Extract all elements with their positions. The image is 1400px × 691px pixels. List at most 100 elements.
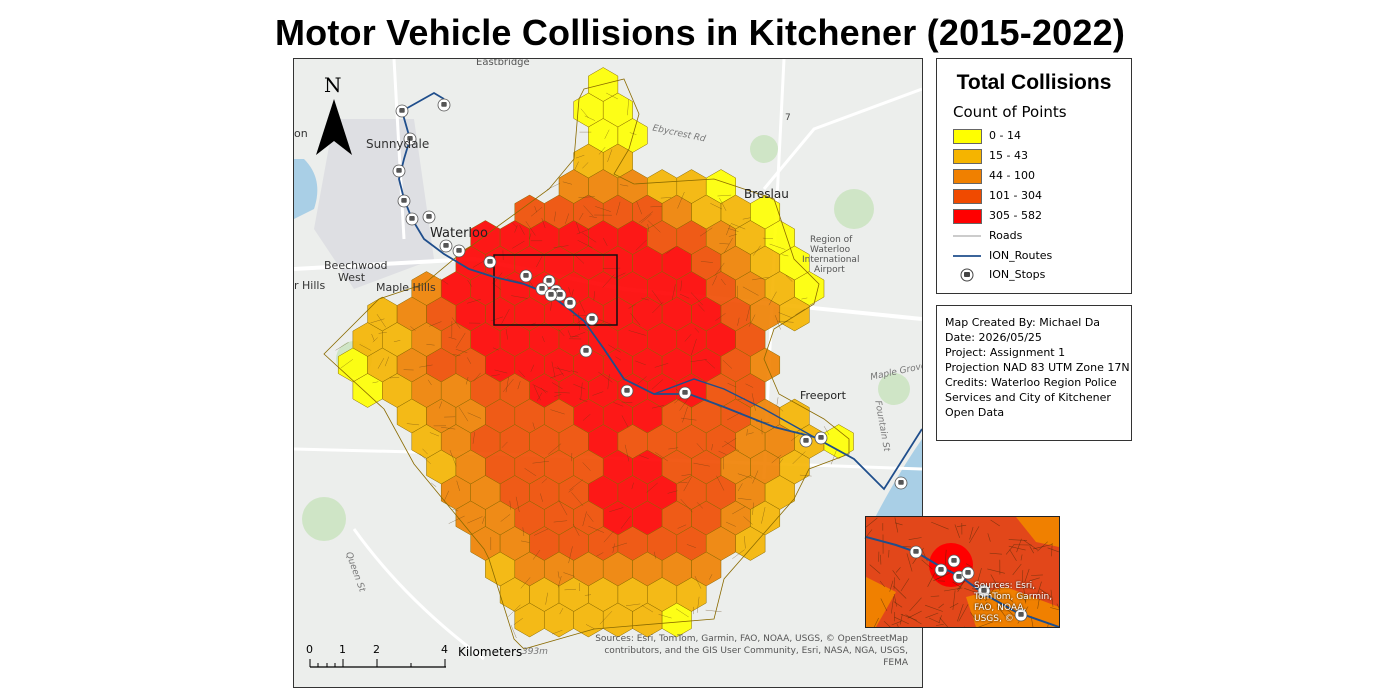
inset-street-segment bbox=[902, 546, 912, 548]
street-segment bbox=[506, 278, 524, 284]
street-segment bbox=[452, 354, 461, 357]
legend-subtitle: Count of Points bbox=[953, 103, 1067, 121]
street-segment bbox=[554, 391, 570, 394]
bus-stop-icon bbox=[544, 288, 558, 302]
street-segment bbox=[711, 443, 713, 451]
street-segment bbox=[716, 475, 725, 491]
street-segment bbox=[654, 363, 669, 368]
map-credits: Sources: Esri, TomTom, Garmin, FAO, NOAA… bbox=[595, 634, 908, 668]
inset-street-segment bbox=[939, 617, 949, 627]
street-segment bbox=[696, 596, 700, 613]
street-segment bbox=[376, 314, 387, 328]
street-segment bbox=[502, 378, 514, 393]
place-label-maple-hills: Maple Hills bbox=[376, 281, 436, 294]
inset-street-segment bbox=[895, 522, 903, 526]
street-segment bbox=[715, 313, 726, 321]
inset-street-segment bbox=[970, 612, 975, 619]
street-segment bbox=[746, 306, 751, 322]
street-segment bbox=[686, 544, 696, 548]
inset-street-segment bbox=[873, 617, 879, 627]
street-segment bbox=[720, 278, 726, 286]
street-segment bbox=[704, 359, 716, 369]
street-segment bbox=[682, 406, 688, 423]
airport-label-line-3: International bbox=[802, 255, 860, 265]
street-segment bbox=[616, 201, 621, 216]
inset-street-segment bbox=[931, 521, 949, 530]
legend-label: Roads bbox=[989, 229, 1023, 242]
inset-street-segment bbox=[1050, 607, 1059, 611]
street-segment bbox=[567, 330, 572, 338]
street-segment bbox=[771, 454, 782, 464]
street-segment bbox=[570, 336, 579, 338]
street-segment bbox=[651, 290, 663, 305]
street-segment bbox=[580, 108, 589, 118]
street-segment bbox=[690, 292, 703, 306]
street-segment bbox=[595, 206, 611, 212]
street-segment bbox=[681, 474, 692, 477]
street-segment bbox=[641, 604, 654, 613]
street-segment bbox=[517, 381, 521, 390]
street-segment bbox=[700, 261, 713, 263]
street-segment bbox=[667, 490, 678, 494]
inset-street-segment bbox=[927, 572, 936, 587]
inset-street-segment bbox=[952, 590, 956, 610]
inset-street-segment bbox=[954, 524, 960, 539]
inset-street-segment bbox=[1029, 577, 1040, 582]
street-segment bbox=[743, 516, 753, 525]
street-segment bbox=[533, 528, 549, 536]
street-segment bbox=[372, 381, 379, 384]
street-segment bbox=[573, 383, 586, 390]
street-segment bbox=[576, 228, 591, 235]
street-segment bbox=[635, 239, 647, 251]
street-segment bbox=[508, 604, 521, 617]
place-label-eastbridge: Eastbridge bbox=[476, 58, 530, 68]
north-label: N bbox=[324, 73, 342, 97]
inset-route-line bbox=[866, 536, 1059, 627]
legend-item-stops: ION_Stops bbox=[953, 268, 1123, 284]
bus-stop-icon bbox=[799, 434, 813, 448]
street-segment bbox=[719, 243, 729, 245]
street-segment bbox=[467, 516, 483, 524]
street-segment bbox=[592, 391, 604, 396]
inset-credits: Sources: Esri, TomTom, Garmin, FAO, NOAA… bbox=[974, 581, 1054, 625]
street-segment bbox=[602, 274, 615, 288]
street-segment bbox=[737, 473, 753, 479]
street-segment bbox=[609, 507, 624, 513]
street-segment bbox=[742, 217, 751, 220]
street-segment bbox=[501, 308, 510, 324]
inset-street-segment bbox=[989, 552, 1003, 555]
north-arrow-icon bbox=[316, 99, 352, 155]
bus-stop-icon bbox=[1014, 608, 1028, 622]
legend-swatch bbox=[953, 149, 982, 164]
inset-street-segment bbox=[880, 598, 888, 612]
street-segment bbox=[564, 588, 577, 591]
street-segment bbox=[546, 182, 561, 190]
inset-street-segment bbox=[1023, 585, 1027, 604]
street-segment bbox=[761, 507, 766, 524]
road-line bbox=[352, 528, 485, 661]
inset-street-segment bbox=[1009, 549, 1017, 561]
street-segment bbox=[410, 326, 416, 331]
legend-item-class-2: 15 - 43 bbox=[953, 149, 1123, 165]
place-label-beechwood: Beechwood bbox=[324, 259, 388, 272]
scale-tick-label: 4 bbox=[441, 643, 448, 656]
park-shape bbox=[878, 373, 910, 405]
scale-tick-label: 2 bbox=[373, 643, 380, 656]
street-segment bbox=[584, 594, 592, 596]
inset-street-segment bbox=[1039, 588, 1052, 597]
street-segment bbox=[465, 376, 469, 385]
inset-map[interactable]: Sources: Esri, TomTom, Garmin, FAO, NOAA… bbox=[865, 516, 1060, 628]
street-segment bbox=[694, 575, 702, 589]
main-map[interactable]: Eastbridge Sunnydale Waterloo Beechwood … bbox=[293, 58, 923, 688]
inset-street-segment bbox=[925, 612, 939, 619]
street-segment bbox=[777, 320, 794, 323]
info-credits-3: Open Data bbox=[945, 406, 1005, 419]
street-segment bbox=[540, 493, 543, 502]
street-segment bbox=[511, 295, 528, 299]
street-segment bbox=[532, 384, 548, 393]
inset-street-segment bbox=[987, 533, 991, 542]
scale-bar-graphic bbox=[309, 659, 446, 668]
street-segment bbox=[747, 432, 754, 435]
street-segment bbox=[426, 343, 435, 346]
inset-street-segment bbox=[1030, 615, 1034, 627]
